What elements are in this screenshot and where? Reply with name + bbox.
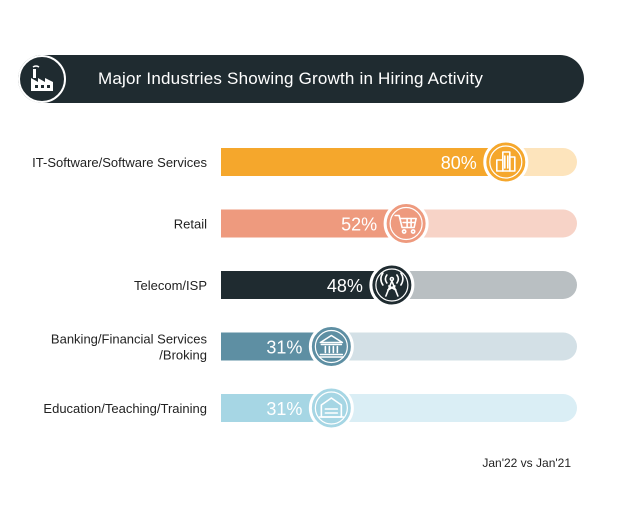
comparison-footnote: Jan'22 vs Jan'21 xyxy=(482,456,571,470)
school-icon xyxy=(308,385,354,431)
buildings-icon xyxy=(483,139,529,185)
value-label: 52% xyxy=(341,215,377,235)
value-label: 31% xyxy=(266,399,302,419)
category-label: Banking/Financial Services xyxy=(51,332,208,347)
chart-title: Major Industries Showing Growth in Hirin… xyxy=(98,69,484,88)
value-label: 31% xyxy=(266,338,302,358)
value-label: 80% xyxy=(441,153,477,173)
category-label: /Broking xyxy=(159,348,207,363)
factory-icon xyxy=(18,55,66,103)
category-label: IT-Software/Software Services xyxy=(32,155,207,170)
category-label: Telecom/ISP xyxy=(134,278,207,293)
bar xyxy=(221,209,407,238)
category-label: Education/Teaching/Training xyxy=(43,401,207,416)
bar xyxy=(221,148,506,176)
bank-icon xyxy=(308,324,354,369)
shopping-cart-icon xyxy=(383,201,429,246)
signal-tower-icon xyxy=(369,262,415,308)
value-label: 48% xyxy=(327,276,363,296)
chart-header: Major Industries Showing Growth in Hirin… xyxy=(18,55,584,103)
bar xyxy=(221,271,392,299)
category-label: Retail xyxy=(174,217,207,232)
